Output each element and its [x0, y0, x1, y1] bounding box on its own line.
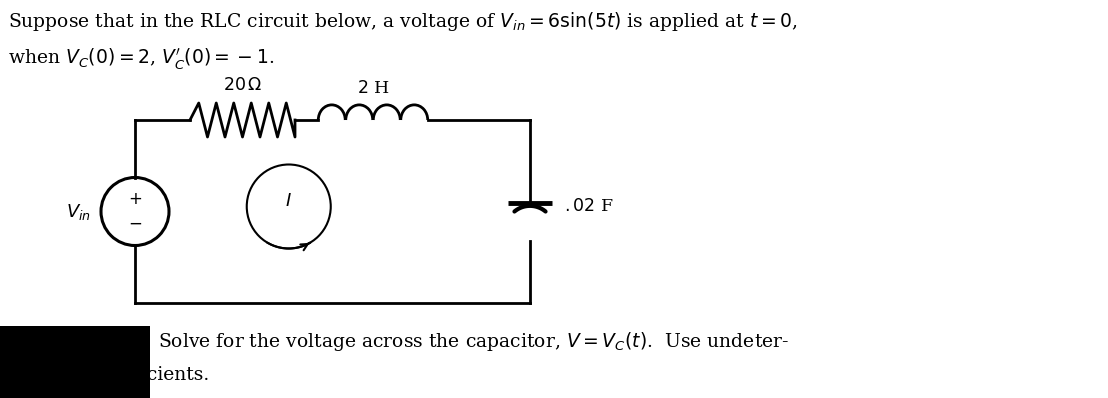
- Text: $+$: $+$: [127, 191, 142, 208]
- Text: $2$ H: $2$ H: [357, 80, 389, 97]
- Text: $V_{in}$: $V_{in}$: [66, 201, 91, 222]
- Text: Suppose that in the RLC circuit below, a voltage of $V_{in} = 6\sin(5t)$ is appl: Suppose that in the RLC circuit below, a…: [8, 10, 798, 33]
- Text: $.02$ F: $.02$ F: [564, 198, 614, 215]
- Text: Solve for the voltage across the capacitor, $V = V_C(t)$.  Use undeter-: Solve for the voltage across the capacit…: [158, 330, 789, 353]
- Text: mined coefficients.: mined coefficients.: [30, 366, 209, 384]
- Text: $20\,\Omega$: $20\,\Omega$: [223, 77, 263, 94]
- Bar: [0, 326, 150, 398]
- Text: $I$: $I$: [286, 191, 293, 209]
- Text: when $V_C(0) = 2$, $V_C^{\prime}(0) = -1$.: when $V_C(0) = 2$, $V_C^{\prime}(0) = -1…: [8, 46, 275, 72]
- Text: $-$: $-$: [127, 215, 142, 232]
